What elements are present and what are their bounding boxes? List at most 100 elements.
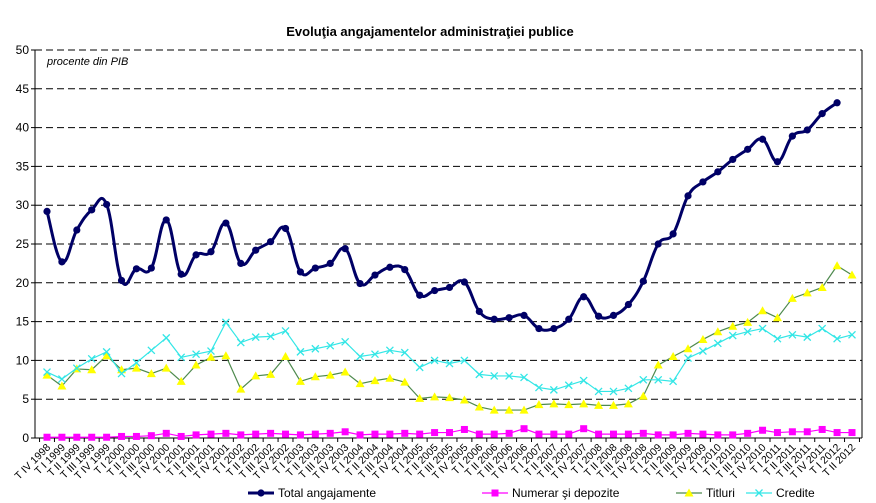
- data-point: [355, 379, 365, 388]
- data-point: [236, 384, 246, 393]
- data-point: [818, 110, 826, 118]
- data-point: [430, 286, 439, 295]
- data-point: [162, 333, 171, 342]
- data-point: [505, 429, 513, 437]
- data-point: [445, 359, 454, 368]
- data-point: [520, 373, 528, 382]
- data-point: [743, 327, 752, 336]
- data-point: [325, 370, 335, 379]
- data-point: [549, 399, 559, 408]
- data-point: [206, 352, 216, 361]
- data-point: [519, 405, 529, 414]
- data-point: [341, 428, 349, 436]
- data-point: [729, 155, 737, 164]
- legend-label: Credite: [776, 486, 815, 500]
- data-point: [698, 334, 708, 343]
- data-point: [162, 429, 170, 437]
- data-point: [326, 429, 334, 437]
- data-point: [267, 238, 275, 246]
- data-point: [310, 372, 320, 381]
- data-point: [192, 431, 200, 439]
- data-point: [565, 315, 573, 323]
- data-point: [565, 430, 573, 438]
- data-point: [684, 429, 692, 437]
- data-point: [624, 384, 633, 393]
- data-point: [431, 429, 439, 437]
- data-point: [580, 425, 588, 433]
- data-point: [639, 375, 648, 384]
- data-point: [371, 350, 379, 359]
- data-point: [534, 400, 544, 409]
- legend-marker: [257, 489, 265, 497]
- data-point: [251, 371, 261, 380]
- data-point: [88, 433, 96, 441]
- data-point: [594, 312, 603, 320]
- data-point: [103, 433, 111, 441]
- data-point: [639, 429, 647, 437]
- data-point: [474, 402, 484, 411]
- data-point: [266, 332, 275, 341]
- data-point: [847, 270, 857, 279]
- data-point: [385, 346, 394, 355]
- legend-label: Titluri: [706, 486, 735, 500]
- data-point: [788, 132, 796, 140]
- legend-item: Numerar şi depozite: [482, 486, 620, 500]
- data-point: [132, 265, 141, 273]
- data-point: [744, 145, 752, 153]
- data-point: [207, 248, 215, 256]
- data-point: [773, 334, 782, 343]
- data-point: [445, 393, 454, 402]
- data-point: [594, 400, 604, 409]
- data-point: [281, 224, 290, 233]
- y-tick-label: 0: [22, 431, 29, 445]
- data-point: [654, 375, 663, 384]
- data-point: [400, 348, 409, 357]
- data-point: [192, 251, 200, 259]
- data-point: [639, 277, 647, 285]
- data-point: [102, 351, 112, 360]
- data-point: [475, 430, 483, 438]
- data-point: [221, 351, 231, 360]
- data-point: [118, 432, 126, 440]
- data-point: [296, 347, 305, 356]
- data-point: [400, 377, 410, 386]
- data-point: [550, 324, 558, 333]
- data-point: [311, 430, 319, 438]
- data-point: [416, 291, 424, 299]
- y-tick-label: 10: [16, 353, 30, 367]
- data-point: [237, 259, 245, 267]
- data-point: [147, 346, 156, 355]
- data-point: [282, 430, 290, 438]
- data-point: [117, 369, 126, 378]
- data-point: [445, 283, 454, 292]
- data-point: [833, 99, 841, 107]
- data-point: [311, 344, 320, 353]
- y-tick-label: 40: [16, 121, 30, 135]
- data-point: [72, 364, 81, 373]
- data-point: [356, 279, 364, 288]
- series-group: [42, 99, 857, 441]
- series-credite: [43, 318, 856, 396]
- legend: Total angajamente Numerar şi depozite Titl…: [248, 486, 815, 500]
- data-point: [459, 395, 469, 404]
- data-point: [58, 433, 66, 441]
- data-point: [713, 327, 723, 336]
- data-point: [803, 126, 811, 134]
- data-point: [668, 352, 678, 361]
- data-point: [102, 347, 111, 356]
- data-point: [579, 376, 588, 385]
- data-point: [146, 369, 156, 378]
- data-point: [386, 263, 394, 271]
- y-tick-label: 5: [22, 392, 29, 406]
- data-point: [638, 391, 648, 400]
- y-tick-label: 50: [16, 43, 30, 57]
- legend-label: Numerar şi depozite: [512, 486, 620, 500]
- data-point: [296, 268, 305, 276]
- y-tick-label: 20: [16, 276, 30, 290]
- gridlines: [34, 49, 863, 439]
- data-point: [684, 192, 692, 200]
- data-point: [221, 318, 230, 327]
- data-point: [222, 219, 230, 227]
- data-point: [564, 381, 573, 390]
- data-point: [177, 270, 185, 278]
